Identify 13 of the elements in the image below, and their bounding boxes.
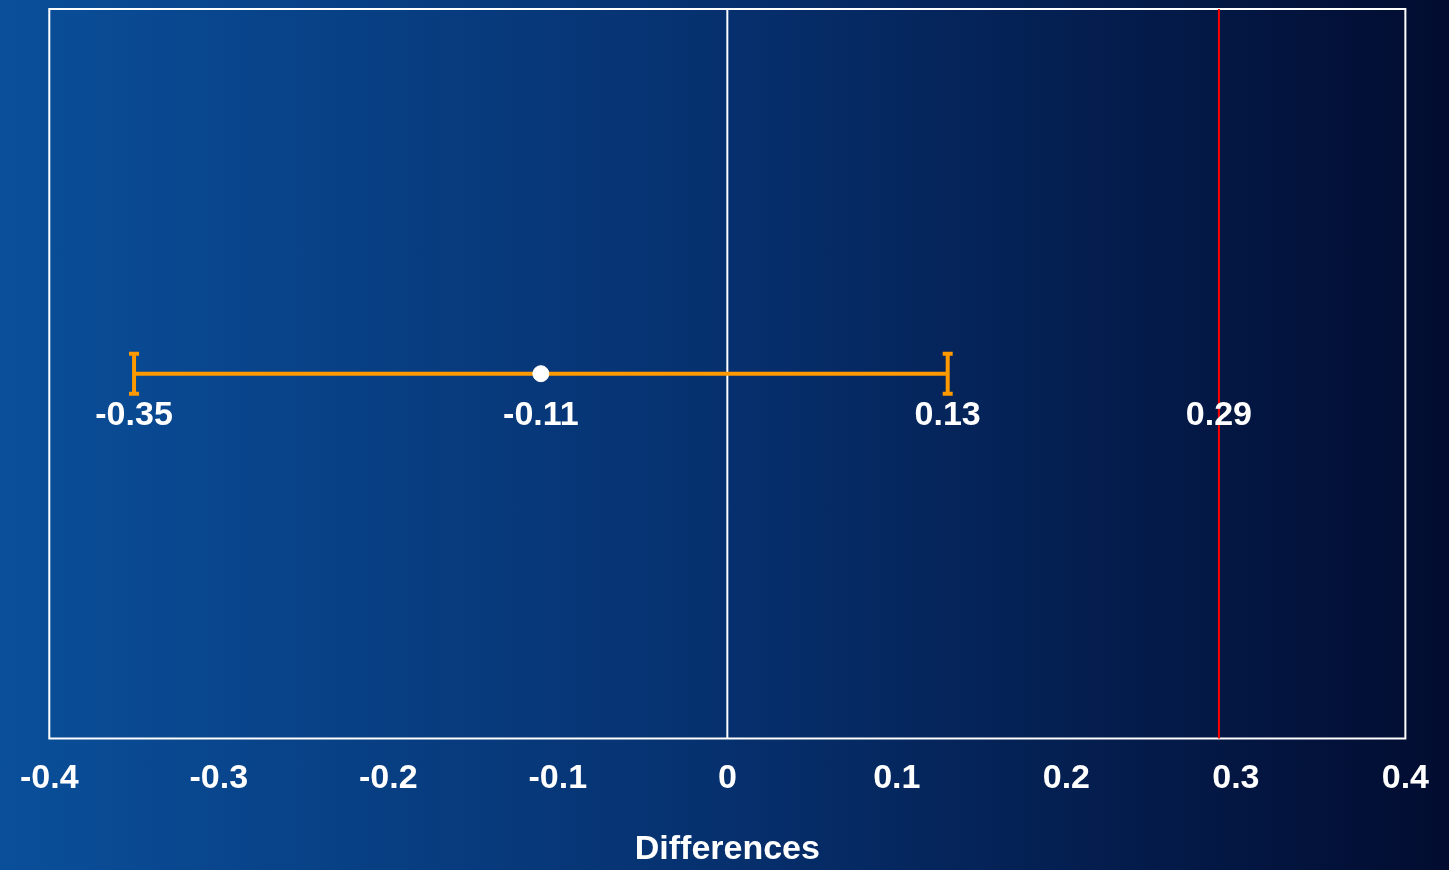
- x-tick-label: 0.4: [1381, 757, 1430, 796]
- x-tick-label: 0.1: [873, 757, 921, 796]
- annotation: 0.13: [914, 394, 981, 433]
- x-tick-label: 0.3: [1212, 757, 1260, 796]
- x-tick-label: -0.3: [189, 757, 249, 796]
- x-axis-title: Differences: [634, 827, 820, 866]
- x-tick-label: -0.2: [359, 757, 418, 796]
- data-label: -0.11: [503, 394, 579, 433]
- x-tick-label: -0.1: [528, 757, 588, 796]
- x-tick-label: 0.2: [1042, 757, 1090, 796]
- annotation: -0.35: [95, 394, 173, 433]
- x-tick-label: -0.4: [20, 757, 79, 796]
- x-tick-label: 0: [717, 757, 737, 796]
